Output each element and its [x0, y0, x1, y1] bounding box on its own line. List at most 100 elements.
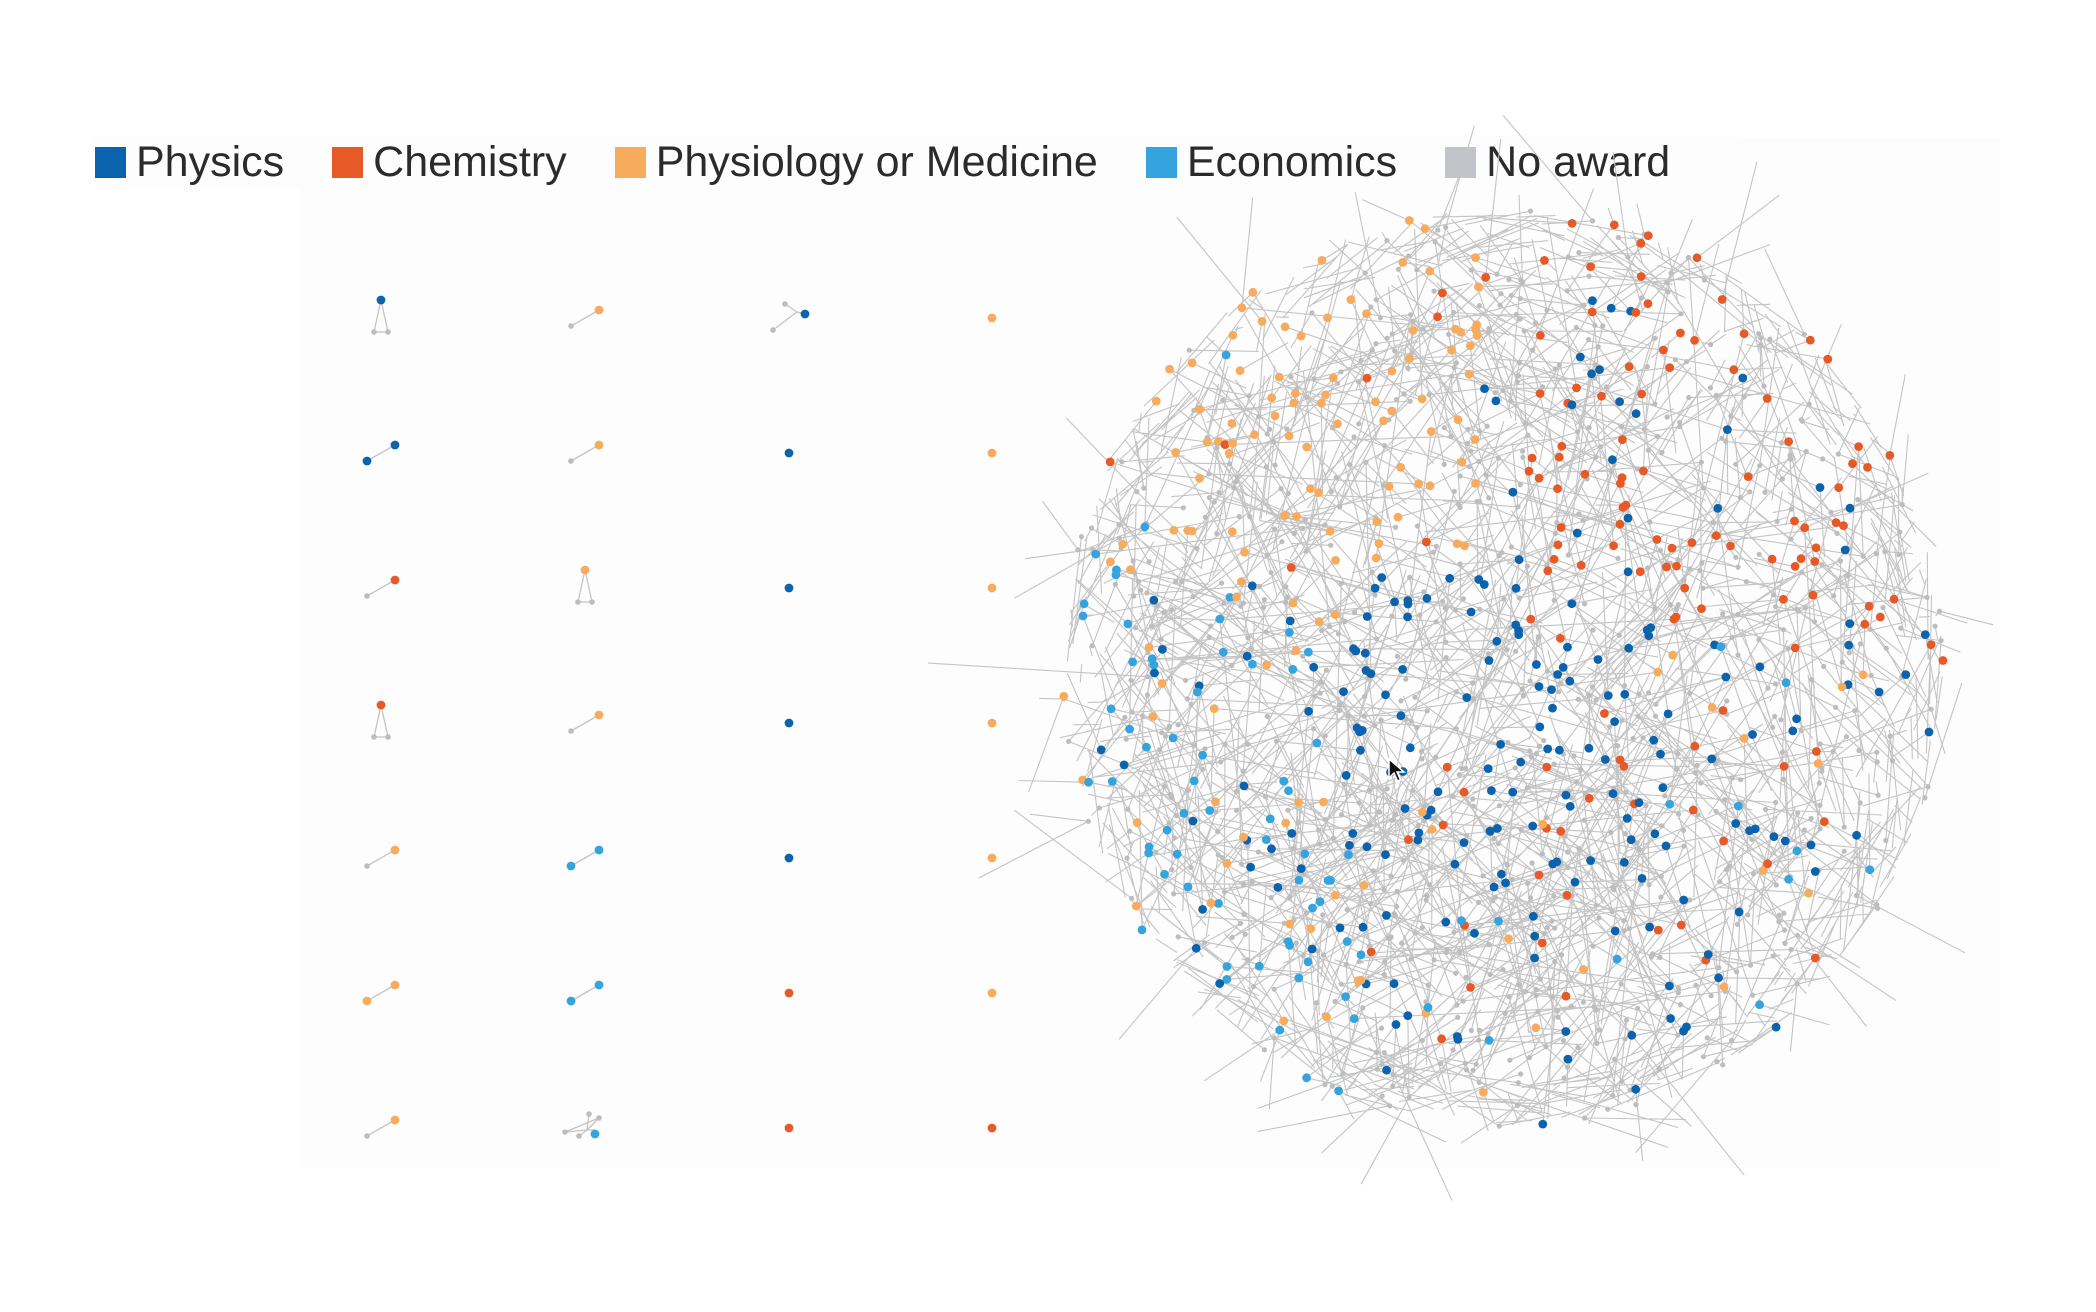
network-edge [1501, 1099, 1552, 1116]
network-edge [1628, 633, 1747, 649]
network-edge [1872, 439, 1890, 454]
network-edge [1223, 744, 1226, 905]
network-edge [1654, 907, 1741, 914]
network-edge [1282, 244, 1349, 319]
node-physiology-or-medicine [1427, 824, 1437, 834]
network-edge [1253, 922, 1285, 987]
node-physiology-or-medicine [390, 1115, 400, 1125]
node-physics [1362, 842, 1372, 852]
node-no-award [1724, 698, 1730, 704]
node-no-award [1406, 253, 1412, 259]
network-edge [1150, 541, 1168, 627]
node-no-award [1148, 623, 1155, 629]
network-edge [1688, 392, 1774, 399]
network-edge [1735, 401, 1805, 465]
network-edge [1231, 918, 1261, 938]
node-chemistry [1562, 890, 1572, 900]
network-edge [1087, 701, 1104, 704]
node-no-award [1392, 811, 1399, 818]
node-no-award [1262, 794, 1269, 800]
network-edge [1236, 579, 1279, 598]
network-edge [1431, 771, 1511, 820]
node-no-award [1304, 394, 1310, 400]
node-no-award [1462, 1060, 1468, 1066]
network-edge [1274, 392, 1288, 466]
network-edge [1419, 555, 1509, 616]
node-no-award [1417, 612, 1423, 618]
network-edge [1584, 473, 1644, 494]
network-edge [1584, 764, 1612, 794]
node-economics [1214, 899, 1223, 908]
node-no-award [1338, 369, 1344, 375]
network-edge [1840, 821, 1881, 872]
network-edge [1409, 314, 1517, 391]
network-edge [1350, 931, 1456, 974]
node-no-award [1778, 717, 1784, 723]
network-edge [1202, 754, 1318, 774]
node-no-award [1618, 981, 1624, 987]
network-edge [1121, 455, 1185, 463]
network-edge [1230, 962, 1276, 1044]
node-physiology-or-medicine [1471, 253, 1480, 262]
legend-label: Physics [136, 138, 285, 186]
node-no-award [1267, 426, 1273, 432]
legend-label: Chemistry [373, 138, 567, 186]
component-edge [366, 579, 396, 597]
network-edge [1182, 790, 1189, 912]
node-physiology-or-medicine [1169, 525, 1179, 535]
network-edge [1478, 1027, 1507, 1083]
node-no-award [1699, 560, 1705, 566]
node-no-award [1423, 897, 1429, 903]
node-economics [1128, 657, 1137, 667]
network-edge [1445, 869, 1556, 953]
node-no-award [1756, 331, 1762, 337]
network-edge [1618, 236, 1645, 240]
node-no-award [1536, 634, 1542, 640]
network-edge [1578, 698, 1717, 740]
node-economics [1294, 973, 1304, 983]
node-no-award [1421, 818, 1427, 824]
node-chemistry [1729, 365, 1739, 375]
network-edge [1544, 1089, 1622, 1104]
network-edge [1778, 914, 1867, 1027]
network-edge [1740, 288, 1745, 334]
network-edge [1172, 737, 1190, 771]
network-edge [1562, 449, 1600, 526]
network-edge [1162, 648, 1241, 695]
network-edge [1841, 661, 1887, 708]
node-physiology-or-medicine [1479, 1088, 1488, 1097]
network-edge [1176, 216, 1263, 322]
network-edge [1784, 972, 1796, 992]
node-chemistry [1796, 554, 1806, 563]
node-physics [1150, 668, 1159, 678]
node-chemistry [1718, 706, 1728, 715]
network-edge [1571, 877, 1643, 933]
network-edge [1787, 648, 1821, 829]
node-physiology-or-medicine [1813, 759, 1823, 768]
network-edge [1571, 856, 1650, 928]
network-edge [1463, 866, 1569, 900]
network-edge [1364, 597, 1375, 697]
node-no-award [1398, 698, 1404, 704]
network-edge [1811, 899, 1877, 922]
node-no-award [1135, 579, 1142, 585]
node-economics [1349, 1014, 1359, 1023]
node-no-award [1857, 641, 1863, 647]
network-edge [1375, 299, 1578, 433]
network-edge [1391, 569, 1407, 617]
node-no-award [1116, 521, 1122, 528]
node-no-award [1846, 650, 1852, 656]
network-edge [1646, 1060, 1660, 1080]
network-edge [1515, 537, 1558, 589]
network-edge [1913, 671, 1941, 731]
network-edge [1739, 801, 1805, 896]
node-no-award [1155, 602, 1161, 609]
network-edge [1859, 497, 1901, 533]
node-physiology-or-medicine [1214, 437, 1223, 446]
node-physics [1558, 663, 1568, 672]
network-edge [1173, 934, 1211, 962]
node-no-award [1889, 758, 1895, 764]
node-no-award [1586, 425, 1592, 431]
network-edge [1703, 1043, 1753, 1058]
node-no-award [1441, 425, 1447, 431]
